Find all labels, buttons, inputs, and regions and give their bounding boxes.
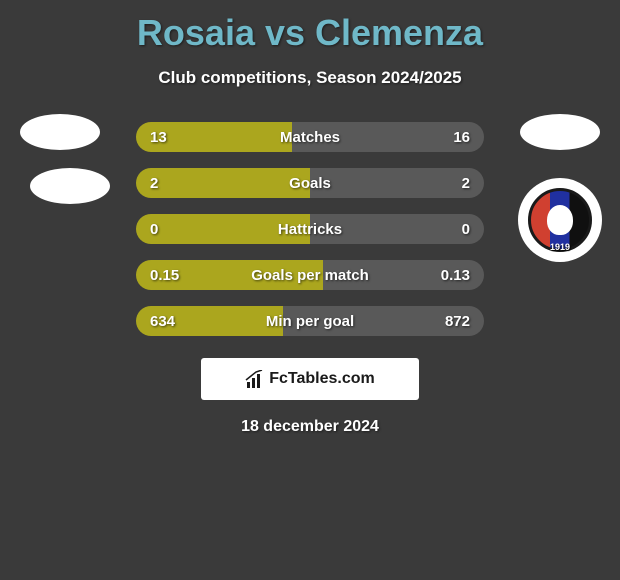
- stat-value-left: 13: [150, 129, 167, 146]
- stat-value-right: 0.13: [441, 267, 470, 284]
- stat-value-left: 634: [150, 313, 175, 330]
- stat-value-right: 0: [462, 221, 470, 238]
- stat-value-right: 872: [445, 313, 470, 330]
- stat-value-left: 2: [150, 175, 158, 192]
- player-right-badge-2: 1919: [518, 178, 602, 262]
- stat-label: Matches: [280, 129, 340, 146]
- crest-head-icon: [547, 205, 573, 235]
- stat-row: 13 16 Matches: [136, 122, 484, 152]
- club-crest: 1919: [528, 188, 592, 252]
- stat-value-right: 16: [453, 129, 470, 146]
- crest-year: 1919: [550, 242, 570, 252]
- player-left-badge-1: [20, 114, 100, 150]
- subtitle: Club competitions, Season 2024/2025: [0, 68, 620, 88]
- stat-label: Goals per match: [251, 267, 369, 284]
- stat-bars: 13 16 Matches 2 2 Goals 0 0 Hattricks 0.15 0.13 Goa…: [136, 122, 484, 336]
- stat-label: Goals: [289, 175, 331, 192]
- brand-box[interactable]: FcTables.com: [201, 358, 419, 400]
- player-left-badge-2: [30, 168, 110, 204]
- stat-label: Hattricks: [278, 221, 342, 238]
- brand-label: FcTables.com: [269, 370, 375, 388]
- stat-row: 0.15 0.13 Goals per match: [136, 260, 484, 290]
- stat-bar-right: [310, 168, 484, 198]
- stat-value-left: 0: [150, 221, 158, 238]
- stat-row: 2 2 Goals: [136, 168, 484, 198]
- stat-row: 0 0 Hattricks: [136, 214, 484, 244]
- page-title: Rosaia vs Clemenza: [0, 0, 620, 54]
- player-right-badge-1: [520, 114, 600, 150]
- date-label: 18 december 2024: [0, 418, 620, 436]
- stat-bar-left: [136, 168, 310, 198]
- stat-label: Min per goal: [266, 313, 354, 330]
- stat-value-right: 2: [462, 175, 470, 192]
- chart-icon: [245, 370, 265, 388]
- comparison-content: 1919 1316Matches22Goals00Hattricks0.150.…: [0, 122, 620, 436]
- stat-value-left: 0.15: [150, 267, 179, 284]
- stat-row: 634 872 Min per goal: [136, 306, 484, 336]
